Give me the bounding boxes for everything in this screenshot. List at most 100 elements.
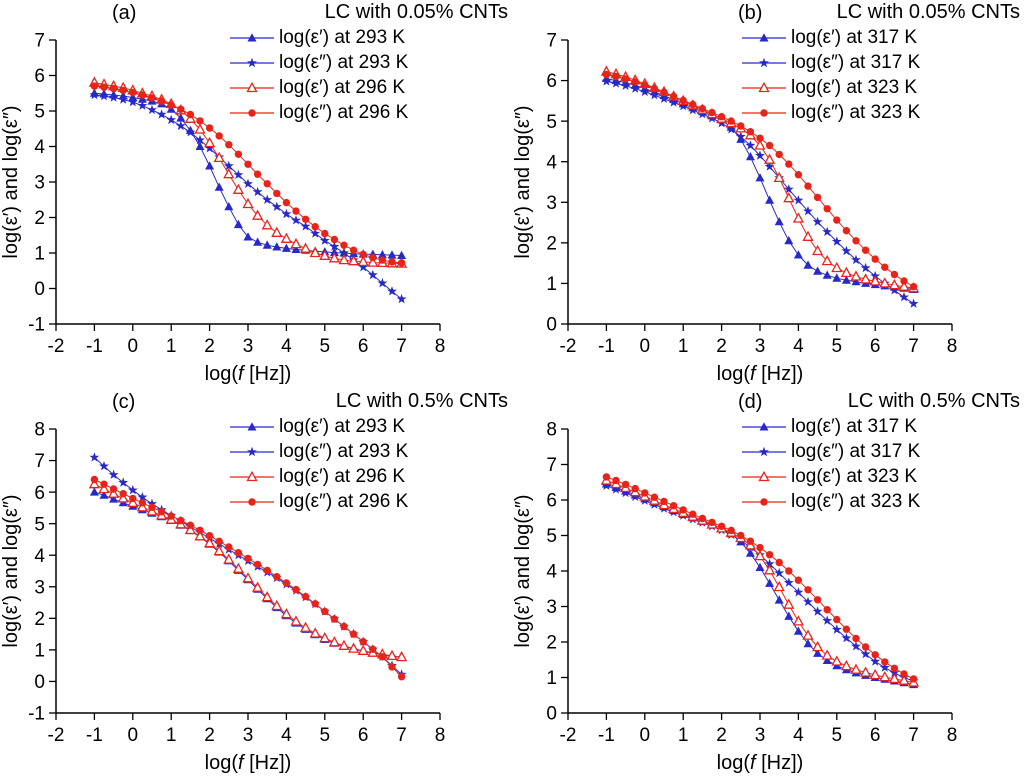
y-tick-label: 3 xyxy=(34,173,45,194)
legend-entry: log(ε″) at 317 K xyxy=(740,50,1020,75)
y-tick-label: 0 xyxy=(546,315,557,336)
y-tick-label: 4 xyxy=(34,137,45,158)
legend-label: log(ε″) at 323 K xyxy=(791,101,921,123)
x-tick-label: 6 xyxy=(358,336,369,357)
y-tick-label: 6 xyxy=(34,483,45,504)
legend-marker-star-icon xyxy=(742,57,786,67)
y-tick-label: 6 xyxy=(546,71,557,92)
x-tick-label: 0 xyxy=(640,336,651,357)
y-tick-label: 2 xyxy=(34,609,45,630)
legend-label: log(ε″) at 317 K xyxy=(791,51,921,73)
y-tick-label: 8 xyxy=(546,420,557,441)
legend-marker-circle-filled-icon xyxy=(742,108,786,117)
legend-entry: log(ε′) at 317 K xyxy=(740,25,1020,50)
y-tick-label: -1 xyxy=(28,704,45,725)
legend-entry: log(ε″) at 296 K xyxy=(228,100,508,125)
panel-letter: (a) xyxy=(112,2,137,24)
x-tick-label: -1 xyxy=(86,336,103,357)
y-tick-label: 2 xyxy=(546,234,557,255)
x-tick-label: 5 xyxy=(320,725,331,746)
legend-label: log(ε′) at 317 K xyxy=(791,415,918,437)
x-tick-label: 1 xyxy=(678,725,689,746)
y-tick-label: 5 xyxy=(546,526,557,547)
panel-d: -2 -1 0 1 2 3 4 5 6 7 8 0 1 2 3 4 5 6 7 8 log(f [Hz]) log(ε′)… xyxy=(512,389,1024,777)
y-tick-label: 1 xyxy=(546,668,557,689)
chart-title: LC with 0.5% CNTs xyxy=(847,390,1020,412)
x-tick-label: 4 xyxy=(281,725,292,746)
x-tick-label: 4 xyxy=(793,336,804,357)
legend: LC with 0.5% CNTs log(ε′) at 293 K log(ε″)… xyxy=(228,389,508,514)
x-tick-label: 8 xyxy=(435,336,446,357)
x-tick-label: -2 xyxy=(48,725,65,746)
legend-label: log(ε′) at 296 K xyxy=(279,465,406,487)
legend-entry: log(ε′) at 293 K xyxy=(228,414,508,439)
x-tick-label: 3 xyxy=(755,336,766,357)
panel-b: -2 -1 0 1 2 3 4 5 6 7 8 0 1 2 3 4 5 6 7 log(f [Hz]) log(ε′) … xyxy=(512,0,1024,388)
y-tick-label: 3 xyxy=(546,193,557,214)
legend-entry: log(ε″) at 296 K xyxy=(228,489,508,514)
panel-letter: (c) xyxy=(112,391,136,413)
legend-marker-star-icon xyxy=(742,446,786,456)
x-tick-label: 8 xyxy=(947,725,958,746)
y-tick-label: 4 xyxy=(546,152,557,173)
x-tick-label: 5 xyxy=(832,336,843,357)
x-tick-label: -2 xyxy=(560,725,577,746)
legend-label: log(ε′) at 293 K xyxy=(279,26,406,48)
x-tick-label: 6 xyxy=(358,725,369,746)
y-tick-label: 0 xyxy=(34,279,45,300)
legend-entry: log(ε″) at 323 K xyxy=(740,100,1020,125)
legend-marker-triangle-open-icon xyxy=(742,81,786,92)
legend-entry: log(ε″) at 323 K xyxy=(740,489,1020,514)
panel-letter: (b) xyxy=(738,2,763,24)
y-tick-label: -1 xyxy=(28,315,45,336)
x-tick-label: 0 xyxy=(640,725,651,746)
data-series-3 xyxy=(602,473,918,683)
legend-marker-triangle-open-icon xyxy=(230,470,274,481)
legend-marker-triangle-filled-icon xyxy=(230,421,274,430)
legend-label: log(ε″) at 293 K xyxy=(279,440,409,462)
legend-entry: log(ε′) at 323 K xyxy=(740,464,1020,489)
legend-marker-star-icon xyxy=(230,446,274,456)
legend-label: log(ε′) at 293 K xyxy=(279,415,406,437)
y-tick-label: 7 xyxy=(34,31,45,52)
x-tick-label: 1 xyxy=(166,336,177,357)
legend-label: log(ε″) at 293 K xyxy=(279,51,409,73)
legend: LC with 0.05% CNTs log(ε′) at 317 K log(ε″… xyxy=(740,0,1020,125)
y-axis-title: log(ε′) and log(ε″) xyxy=(512,105,534,258)
y-tick-label: 6 xyxy=(34,66,45,87)
data-series-3 xyxy=(90,475,406,681)
legend-marker-star-icon xyxy=(230,57,274,67)
legend-entry: log(ε″) at 293 K xyxy=(228,50,508,75)
x-tick-label: 5 xyxy=(832,725,843,746)
x-tick-label: -1 xyxy=(86,725,103,746)
legend-label: log(ε″) at 296 K xyxy=(279,490,409,512)
y-tick-label: 8 xyxy=(34,420,45,441)
y-tick-label: 7 xyxy=(34,451,45,472)
x-tick-label: 2 xyxy=(204,725,215,746)
y-tick-label: 2 xyxy=(34,208,45,229)
y-tick-label: 3 xyxy=(34,577,45,598)
y-tick-label: 4 xyxy=(34,546,45,567)
y-tick-label: 7 xyxy=(546,455,557,476)
y-axis-title: log(ε′) and log(ε″) xyxy=(0,494,22,647)
x-axis-title: log(f [Hz]) xyxy=(205,752,292,774)
x-tick-label: 4 xyxy=(281,336,292,357)
legend-marker-circle-filled-icon xyxy=(230,108,274,117)
x-tick-label: 6 xyxy=(870,725,881,746)
y-tick-label: 4 xyxy=(546,562,557,583)
y-axis-title: log(ε′) and log(ε″) xyxy=(512,494,534,647)
legend-entry: log(ε″) at 293 K xyxy=(228,439,508,464)
legend-entry: log(ε′) at 323 K xyxy=(740,75,1020,100)
data-series-1 xyxy=(89,89,407,304)
legend-label: log(ε′) at 296 K xyxy=(279,76,406,98)
x-tick-label: 1 xyxy=(678,336,689,357)
data-series-3 xyxy=(602,70,918,291)
y-tick-label: 0 xyxy=(546,704,557,725)
x-axis-title: log(f [Hz]) xyxy=(717,363,804,385)
legend-marker-triangle-filled-icon xyxy=(230,32,274,41)
x-tick-label: -1 xyxy=(598,725,615,746)
x-axis-title: log(f [Hz]) xyxy=(717,752,804,774)
